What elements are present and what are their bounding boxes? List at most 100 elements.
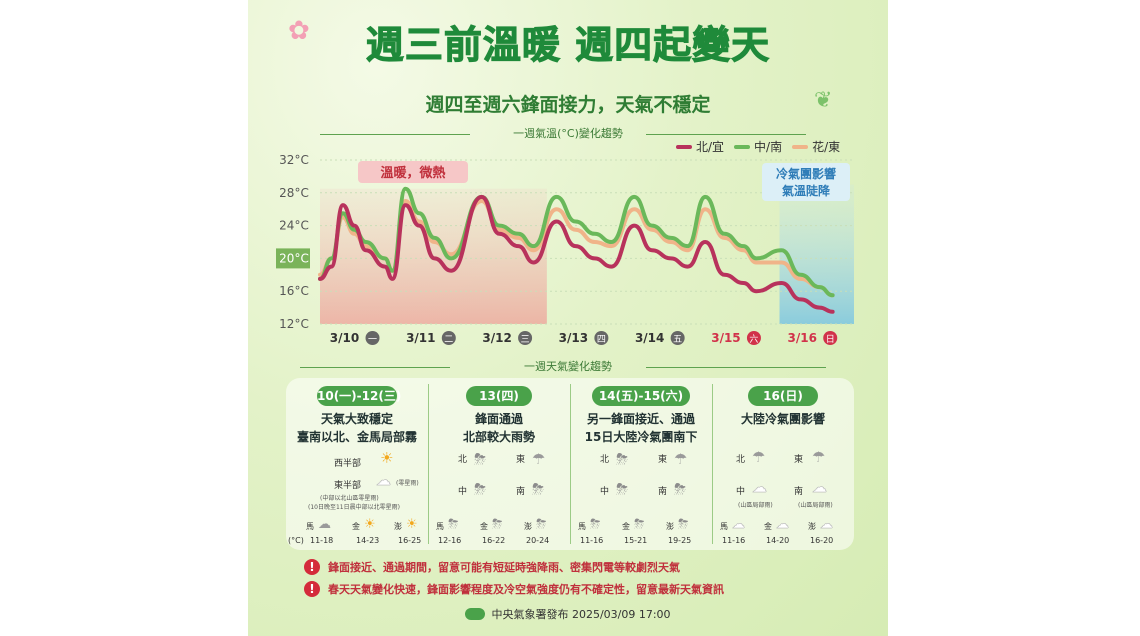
temp-range: 16-20: [810, 536, 834, 545]
temp-range: 11-16: [580, 536, 604, 545]
region-label: 南: [794, 487, 804, 497]
day-badge: [823, 331, 838, 345]
footnote: (中部以北山區零星雨): [320, 495, 379, 502]
sun-cloud-icon: ☀: [364, 517, 376, 532]
cwa-logo-icon: [465, 608, 486, 620]
rain-note: (山區局部雨): [738, 502, 773, 509]
warning-note: ! 春天天氣變化快速，鋒面影響程度及冷空氣強度仍有不確定性，留意最新天氣資訊: [304, 578, 724, 600]
cloud-icon: ☁: [812, 478, 828, 496]
y-tick-label: 16°C: [279, 284, 309, 298]
column-separator: [570, 384, 571, 544]
weekly-panel: 10(一)-12(三) 天氣大致穩定 臺南以北、金馬局部霧 西半部 ☀ 東半部 …: [286, 378, 854, 550]
period-col-1: 10(一)-12(三) 天氣大致穩定 臺南以北、金馬局部霧 西半部 ☀ 東半部 …: [286, 378, 428, 550]
desc-line: 北部較大雨勢: [462, 430, 535, 444]
day-badge-label: 五: [673, 335, 682, 345]
warning-note: ! 鋒面接近、通過期間，留意可能有短延時強降雨、密集閃電等較劇烈天氣: [304, 556, 680, 578]
warning-icon: !: [304, 581, 320, 597]
region-label: 南: [658, 487, 668, 497]
day-badge: [746, 331, 761, 345]
cloud-icon: ☁: [752, 478, 768, 496]
legend-label: 花/東: [812, 140, 841, 154]
desc-line: 臺南以北、金馬局部霧: [296, 430, 417, 444]
day-badge-label: 三: [521, 335, 530, 345]
temp-range: 19-25: [668, 536, 692, 545]
warning-icon: !: [304, 559, 320, 575]
legend-swatch: [676, 144, 692, 149]
y-tick-label: 20°C: [279, 251, 309, 265]
warm-annotation: 溫暖，微熱: [380, 165, 445, 181]
period-pill: 16(日): [748, 386, 818, 406]
region-label: 東: [516, 455, 526, 465]
temp-range: 11-18: [310, 536, 334, 545]
footer-text: 中央氣象署發布 2025/03/09 17:00: [491, 608, 671, 621]
region-label: 東: [658, 455, 668, 465]
x-tick-label: 3/12: [482, 331, 511, 345]
poster-subtitle: 週四至週六鋒面接力，天氣不穩定: [425, 94, 711, 116]
thunder-icon: ⛈: [616, 480, 629, 498]
cold-annotation: 冷氣團影響: [776, 166, 836, 181]
series-line-north: [318, 194, 835, 314]
day-badge: [670, 331, 685, 345]
legend-label: 北/宜: [696, 140, 725, 154]
cold-annotation-bg: [762, 163, 850, 201]
place-label: 金: [764, 522, 772, 531]
thunder-icon: ⛈: [674, 480, 687, 498]
period-pill: 14(五)-15(六): [592, 386, 690, 406]
region-label: 中: [458, 487, 468, 497]
temp-range: 11-16: [722, 536, 746, 545]
temp-range: 12-16: [438, 536, 462, 545]
day-badge-label: 六: [749, 333, 758, 345]
legend-item-central: 中/南: [734, 138, 782, 155]
day-badge-label: 日: [826, 334, 835, 345]
region-label: 西半部: [334, 459, 362, 469]
rain-note: (零星雨): [396, 480, 419, 487]
y-tick-label: 32°C: [279, 153, 309, 167]
place-label: 金: [480, 522, 488, 531]
legend-label: 中/南: [754, 140, 783, 154]
desc-line: 大陸冷氣團影響: [740, 412, 825, 426]
period-col-4: 16(日) 大陸冷氣團影響 北 ☂ 東 ☂ 中 ☁ (山區局部雨) 南 ☁ (山…: [712, 378, 854, 550]
highlight-tick-bg: [276, 248, 310, 269]
divider-right: [646, 134, 806, 135]
temp-range: 15-21: [624, 536, 648, 545]
footnote: (10日晚至11日晨中部以北零星雨): [308, 504, 400, 511]
place-label: 金: [352, 522, 360, 531]
region-label: 北: [600, 455, 610, 465]
column-separator: [712, 384, 713, 544]
place-label: 澎: [808, 522, 816, 531]
weekly-title: 一週天氣變化趨勢: [524, 360, 612, 373]
thunder-icon: ⛈: [590, 517, 601, 532]
thunder-icon: ⛈: [474, 480, 487, 498]
warning-text: 鋒面接近、通過期間，留意可能有短延時強降雨、密集閃電等較劇烈天氣: [328, 561, 680, 574]
place-label: 澎: [524, 522, 532, 531]
divider-left: [320, 134, 470, 135]
place-label: 馬: [578, 522, 586, 531]
legend-swatch: [792, 144, 809, 149]
day-badge: [441, 331, 456, 345]
place-label: 馬: [306, 522, 314, 531]
period-col-2: 13(四) 鋒面通過 北部較大雨勢 北 ⛈ 東 ☂ 中 ⛈ 南 ⛈ 馬 ⛈ 金 …: [428, 378, 570, 550]
warning-text: 春天天氣變化快速，鋒面影響程度及冷空氣強度仍有不確定性，留意最新天氣資訊: [328, 583, 724, 596]
region-label: 中: [600, 487, 610, 497]
place-label: 澎: [394, 522, 402, 531]
day-badge: [594, 331, 609, 345]
x-tick-label: 3/14: [635, 331, 664, 345]
place-label: 澎: [666, 522, 674, 531]
period-pill: 10(一)-12(三): [317, 386, 401, 406]
x-tick-label: 3/16: [788, 331, 817, 345]
rain-icon: ☂: [532, 450, 546, 468]
rain-icon: ☂: [812, 448, 826, 466]
x-tick-label: 3/13: [559, 331, 588, 345]
rain-icon: ☂: [752, 448, 766, 466]
series-line-central: [318, 186, 835, 298]
unit-label: (°C): [288, 536, 304, 545]
cloud-rain-icon: ☁: [318, 517, 331, 532]
thunder-icon: ⛈: [536, 517, 547, 532]
flower-icon: ✿: [288, 16, 310, 46]
thunder-icon: ⛈: [532, 480, 545, 498]
y-tick-label: 28°C: [279, 186, 309, 200]
temp-range: 16-25: [398, 536, 422, 545]
rain-icon: ☂: [674, 450, 688, 468]
cold-period-band: [779, 184, 854, 324]
day-badge-label: 一: [368, 335, 377, 345]
